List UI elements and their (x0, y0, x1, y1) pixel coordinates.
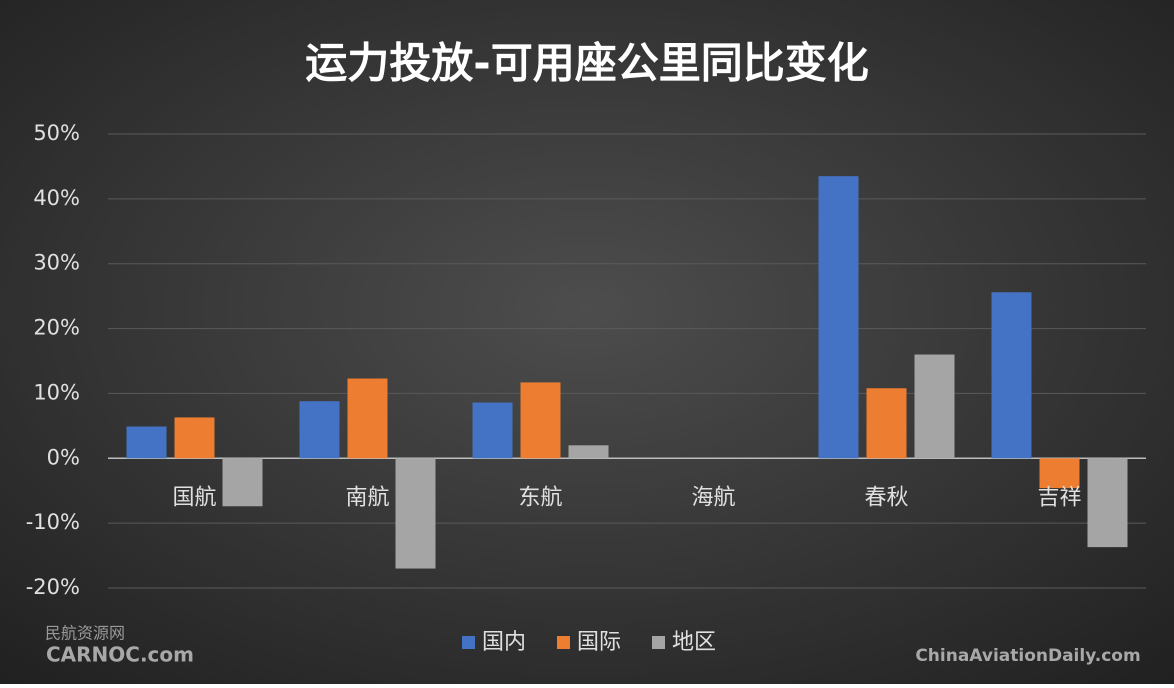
bar (347, 378, 388, 459)
y-tick-label: 30% (33, 251, 80, 275)
bar (174, 417, 215, 459)
y-tick-label: 50% (33, 121, 80, 145)
chart-title: 运力投放-可用座公里同比变化 (305, 39, 868, 88)
bar (1087, 458, 1128, 548)
legend-swatch (652, 636, 665, 649)
bar (991, 292, 1032, 459)
legend-swatch (557, 636, 570, 649)
legend-label: 国际 (577, 630, 621, 655)
bar (866, 388, 907, 459)
bar (395, 458, 436, 569)
y-tick-label: 10% (33, 380, 80, 404)
bar (126, 426, 167, 459)
watermark: CARNOC.com (46, 643, 194, 667)
bar (520, 382, 561, 459)
x-tick-label: 东航 (518, 485, 562, 510)
bar (222, 458, 263, 507)
bar (568, 445, 609, 459)
y-tick-label: 40% (33, 186, 80, 210)
x-tick-label: 南航 (345, 485, 389, 510)
bar (472, 402, 513, 459)
bar (1039, 458, 1080, 489)
bar (818, 176, 859, 459)
legend-label: 国内 (482, 630, 526, 655)
x-tick-label: 春秋 (864, 485, 908, 510)
y-tick-label: 20% (33, 316, 80, 340)
x-tick-label: 海航 (691, 485, 735, 510)
y-tick-label: -20% (26, 575, 80, 599)
x-tick-label: 吉祥 (1037, 485, 1081, 510)
legend-swatch (462, 636, 475, 649)
x-tick-label: 国航 (172, 485, 216, 510)
y-tick-label: -10% (26, 510, 80, 534)
legend-label: 地区 (672, 630, 716, 655)
y-tick-label: 0% (47, 445, 80, 469)
watermark: 民航资源网 (45, 624, 125, 643)
watermark: ChinaAviationDaily.com (915, 646, 1140, 666)
bar (299, 401, 340, 459)
bar (914, 354, 955, 459)
